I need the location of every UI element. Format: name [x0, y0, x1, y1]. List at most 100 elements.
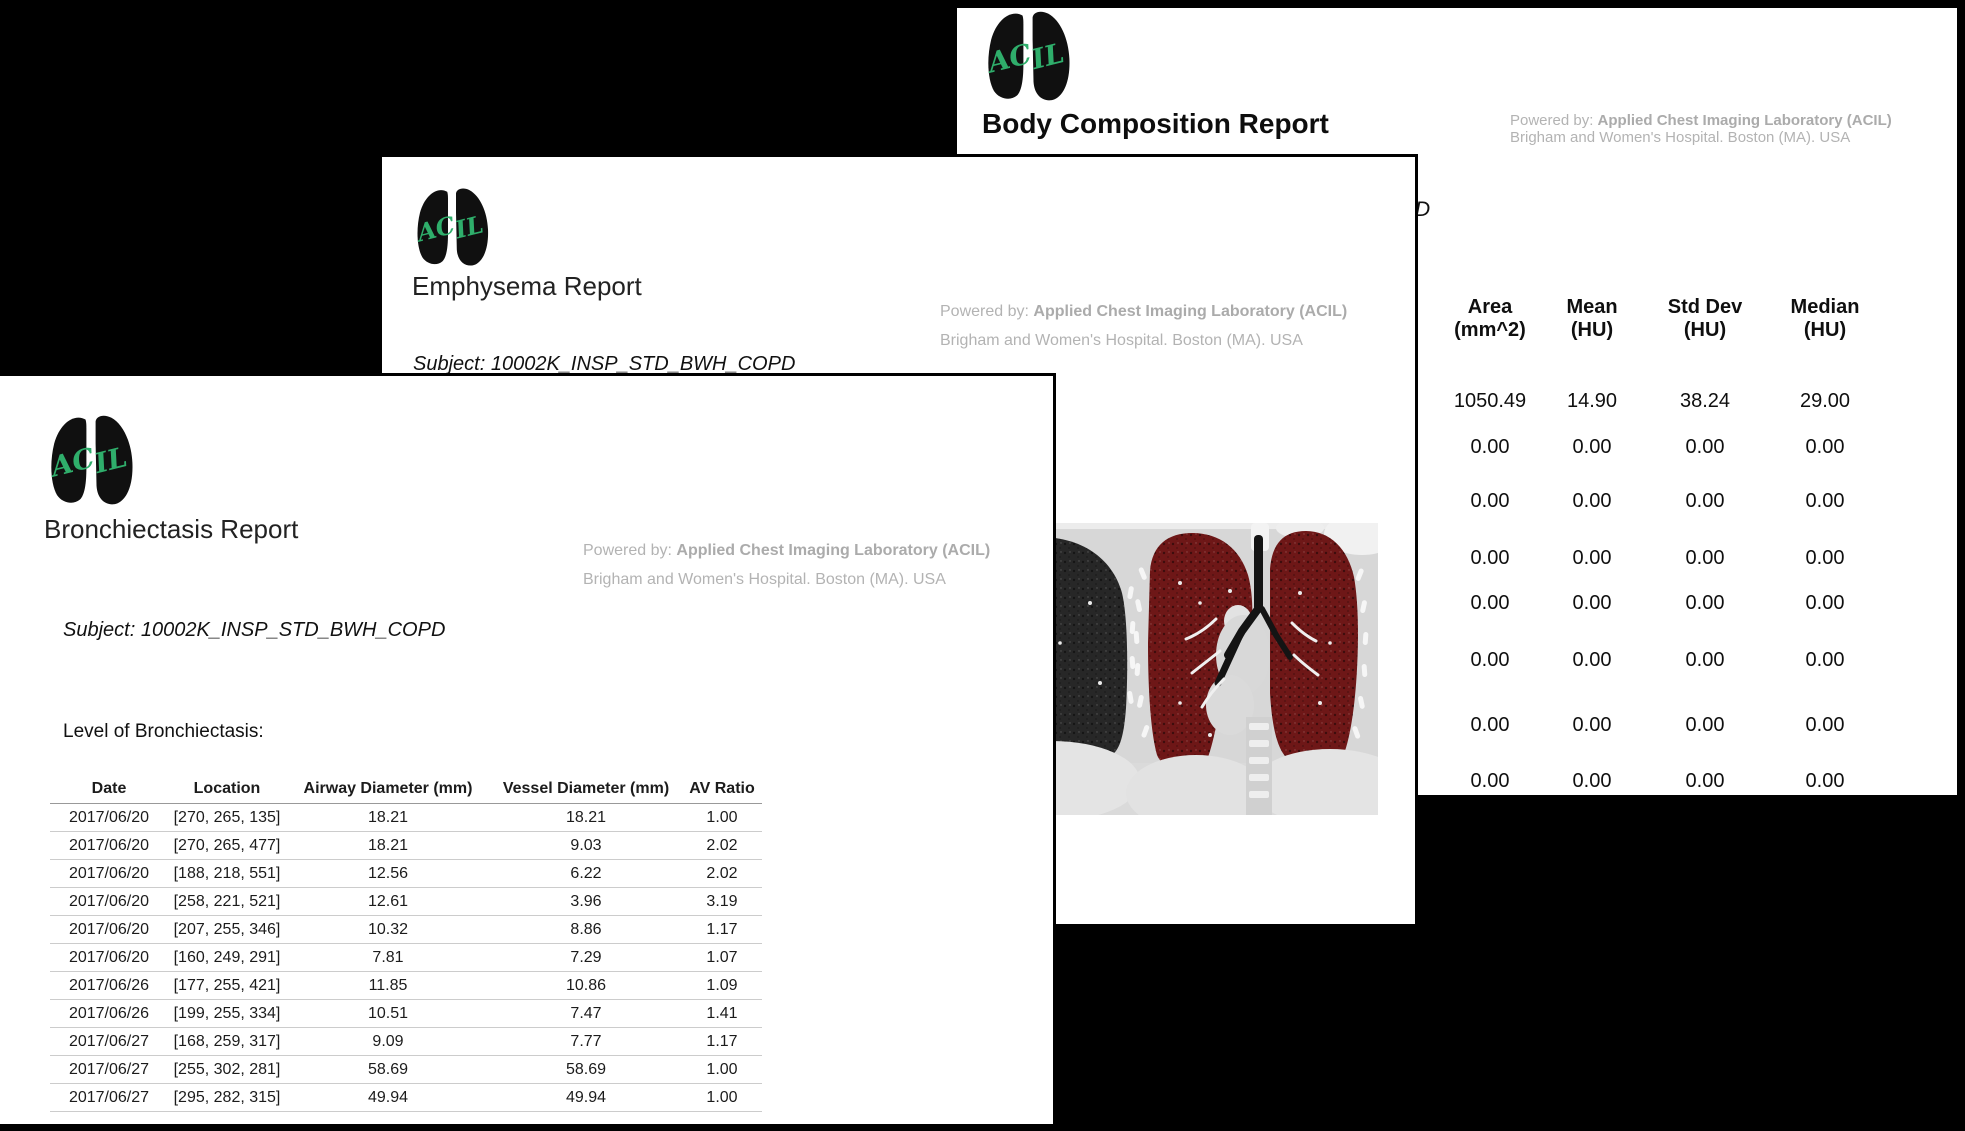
column-header-date: Date: [50, 780, 168, 804]
powered-by-org: Applied Chest Imaging Laboratory (ACIL): [1033, 303, 1348, 320]
table-cell: 1.00: [682, 803, 762, 832]
table-row: 2017/06/20 [160, 249, 291] 7.81 7.29 1.07: [50, 943, 762, 972]
table-cell: 0.00: [1805, 649, 1845, 671]
table-cell: [255, 302, 281]: [168, 1055, 286, 1084]
powered-by-prefix: Powered by:: [940, 303, 1034, 320]
table-cell: 2017/06/20: [50, 887, 168, 916]
table-cell: 2017/06/27: [50, 1083, 168, 1112]
page-title: Emphysema Report: [412, 271, 642, 301]
left-lung-shape: [988, 13, 1024, 99]
table-row: 2017/06/26 [177, 255, 421] 11.85 10.86 1.09: [50, 971, 762, 1000]
column-header-av-ratio: AV Ratio: [682, 780, 762, 804]
right-lung-shape: [456, 188, 489, 266]
subject-line: Subject: 10002K_INSP_STD_BWH_COPD: [63, 619, 446, 641]
table-row: 2017/06/20 [270, 265, 135] 18.21 18.21 1.00: [50, 803, 762, 832]
column-header: Area (mm^2): [1454, 296, 1526, 341]
table-row: 2017/06/27 [168, 259, 317] 9.09 7.77 1.17: [50, 1027, 762, 1056]
table-cell: 0.00: [1470, 490, 1510, 512]
section-label: Level of Bronchiectasis:: [63, 721, 264, 742]
table-cell: 2.02: [682, 831, 762, 860]
column-header-vessel-diameter: Vessel Diameter (mm): [490, 780, 682, 804]
acil-logo: AC IL: [982, 10, 1074, 102]
table-cell: 2017/06/26: [50, 971, 168, 1000]
table-cell: 12.56: [286, 859, 490, 888]
bronchiectasis-report-page: AC IL Bronchiectasis Report Powered by: …: [0, 376, 1053, 1124]
table-cell: [270, 265, 477]: [168, 831, 286, 860]
powered-by-prefix: Powered by:: [583, 542, 677, 559]
subject-line-partial: D: [1415, 198, 1431, 221]
table-cell: 0.00: [1572, 714, 1612, 736]
table-row: 2017/06/20 [270, 265, 477] 18.21 9.03 2.02: [50, 831, 762, 860]
left-lung-shape: [417, 190, 448, 265]
table-cell: 58.69: [286, 1055, 490, 1084]
table-cell: [160, 249, 291]: [168, 943, 286, 972]
table-cell: 0.00: [1685, 592, 1725, 614]
powered-by-prefix: Powered by:: [1510, 112, 1598, 129]
table-cell: 0.00: [1685, 490, 1725, 512]
table-cell: 0.00: [1572, 436, 1612, 458]
table-cell: 8.86: [490, 915, 682, 944]
table-cell: 10.32: [286, 915, 490, 944]
powered-by-address: Brigham and Women's Hospital. Boston (MA…: [1510, 129, 1851, 146]
page-title: Body Composition Report: [982, 108, 1329, 139]
table-cell: 0.00: [1685, 547, 1725, 569]
table-cell: 7.77: [490, 1027, 682, 1056]
table-cell: 11.85: [286, 971, 490, 1000]
table-cell: 29.00: [1799, 390, 1851, 412]
table-row: 2017/06/27 [295, 282, 315] 49.94 49.94 1.00: [50, 1083, 762, 1112]
table-cell: 2017/06/20: [50, 915, 168, 944]
bronchiectasis-table: Date Location Airway Diameter (mm) Vesse…: [50, 780, 762, 1112]
table-cell: 0.00: [1572, 547, 1612, 569]
table-cell: 1.41: [682, 999, 762, 1028]
table-cell: 0.00: [1805, 436, 1845, 458]
body-composition-report-page: AC IL Body Composition Report Powered by…: [957, 8, 1957, 795]
table-cell: 2017/06/20: [50, 943, 168, 972]
table-cell: 14.90: [1566, 390, 1618, 412]
table-row: 2017/06/20 [188, 218, 551] 12.56 6.22 2.02: [50, 859, 762, 888]
table-cell: 10.86: [490, 971, 682, 1000]
left-lung-shape: [51, 417, 87, 503]
subject-line: Subject: 10002K_INSP_STD_BWH_COPD: [413, 353, 796, 375]
table-cell: 2017/06/27: [50, 1027, 168, 1056]
table-cell: 0.00: [1572, 490, 1612, 512]
table-cell: 2017/06/26: [50, 999, 168, 1028]
bronchiectasis-report-window[interactable]: AC IL Bronchiectasis Report Powered by: …: [0, 373, 1056, 1127]
table-cell: 18.21: [286, 831, 490, 860]
right-lung-shape: [1032, 11, 1070, 101]
table-cell: 0.00: [1470, 770, 1510, 792]
powered-by: Powered by: Applied Chest Imaging Labora…: [940, 297, 1347, 355]
column-header-airway-diameter: Airway Diameter (mm): [286, 780, 490, 804]
right-lung-shape: [95, 415, 133, 505]
table-cell: 3.19: [682, 887, 762, 916]
table-cell: [207, 255, 346]: [168, 915, 286, 944]
table-cell: 0.00: [1805, 547, 1845, 569]
table-cell: 58.69: [490, 1055, 682, 1084]
table-cell: 0.00: [1470, 436, 1510, 458]
table-cell: 18.21: [286, 803, 490, 832]
table-cell: 0.00: [1685, 436, 1725, 458]
table-cell: 0.00: [1572, 770, 1612, 792]
table-cell: 0.00: [1572, 592, 1612, 614]
table-cell: 0.00: [1470, 649, 1510, 671]
logo-text-il: IL: [451, 209, 486, 244]
column-header-location: Location: [168, 780, 286, 804]
table-cell: 1.17: [682, 915, 762, 944]
table-cell: 49.94: [490, 1083, 682, 1112]
table-cell: [295, 282, 315]: [168, 1083, 286, 1112]
table-cell: [188, 218, 551]: [168, 859, 286, 888]
logo-text-il: IL: [1027, 36, 1067, 76]
powered-by-org: Applied Chest Imaging Laboratory (ACIL): [676, 542, 991, 559]
table-cell: 1.00: [682, 1055, 762, 1084]
powered-by: Powered by: Applied Chest Imaging Labora…: [583, 536, 990, 594]
table-cell: 10.51: [286, 999, 490, 1028]
table-row: 2017/06/20 [207, 255, 346] 10.32 8.86 1.17: [50, 915, 762, 944]
ct-coronal-image: [1000, 523, 1378, 815]
table-cell: 2017/06/20: [50, 831, 168, 860]
table-cell: 0.00: [1685, 714, 1725, 736]
powered-by-org: Applied Chest Imaging Laboratory (ACIL): [1597, 112, 1892, 129]
bronchiectasis-table-body: 2017/06/20 [270, 265, 135] 18.21 18.21 1.00 2…: [50, 803, 762, 1112]
table-row: 2017/06/20 [258, 221, 521] 12.61 3.96 3.19: [50, 887, 762, 916]
table-cell: [199, 255, 334]: [168, 999, 286, 1028]
column-header: Std Dev (HU): [1667, 296, 1743, 341]
table-cell: 0.00: [1805, 770, 1845, 792]
